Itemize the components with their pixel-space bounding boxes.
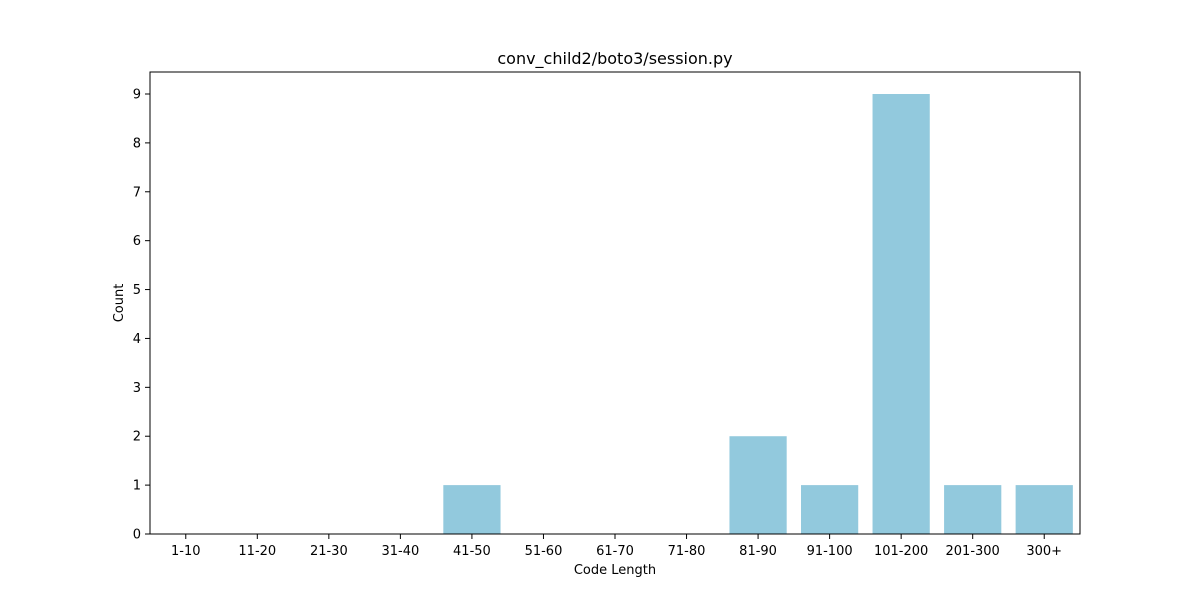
x-tick-label: 21-30	[310, 544, 348, 559]
x-tick-label: 31-40	[381, 544, 419, 559]
x-tick-label: 71-80	[668, 544, 706, 559]
x-tick-label: 1-10	[171, 544, 201, 559]
bar-41-50	[443, 485, 501, 534]
x-tick-label: 41-50	[453, 544, 491, 559]
chart-title: conv_child2/boto3/session.py	[497, 49, 732, 69]
x-tick-label: 91-100	[807, 544, 853, 559]
y-axis-ticks: 0 1 2 3 4 5 6 7 8 9	[133, 88, 150, 543]
y-tick-label: 9	[133, 88, 141, 103]
x-tick-label: 11-20	[238, 544, 276, 559]
x-tick-label: 101-200	[874, 544, 928, 559]
bar-300+	[1015, 485, 1073, 534]
y-tick-label: 1	[133, 479, 141, 494]
y-tick-label: 3	[133, 381, 141, 396]
plot-frame	[149, 71, 1081, 535]
x-tick-label: 300+	[1026, 544, 1062, 559]
x-tick-label: 51-60	[525, 544, 563, 559]
y-tick-label: 4	[133, 332, 141, 347]
x-tick-label: 81-90	[739, 544, 777, 559]
bar-81-90	[729, 436, 787, 534]
x-axis-label: Code Length	[574, 563, 656, 578]
bar-91-100	[801, 485, 859, 534]
x-tick-label: 201-300	[946, 544, 1000, 559]
y-tick-label: 7	[133, 185, 141, 200]
y-tick-label: 0	[133, 528, 141, 543]
bar-101-200	[872, 94, 930, 534]
bar-201-300	[944, 485, 1002, 534]
y-tick-label: 6	[133, 234, 141, 249]
x-axis-ticks: 1-10 11-20 21-30 31-40 41-50 51-60 61-70 71-80 8…	[171, 534, 1062, 559]
x-tick-label: 61-70	[596, 544, 634, 559]
y-tick-label: 8	[133, 136, 141, 151]
y-tick-label: 2	[133, 430, 141, 445]
y-axis-label: Count	[112, 284, 127, 323]
y-tick-label: 5	[133, 283, 141, 298]
bars-layer	[443, 94, 1073, 534]
